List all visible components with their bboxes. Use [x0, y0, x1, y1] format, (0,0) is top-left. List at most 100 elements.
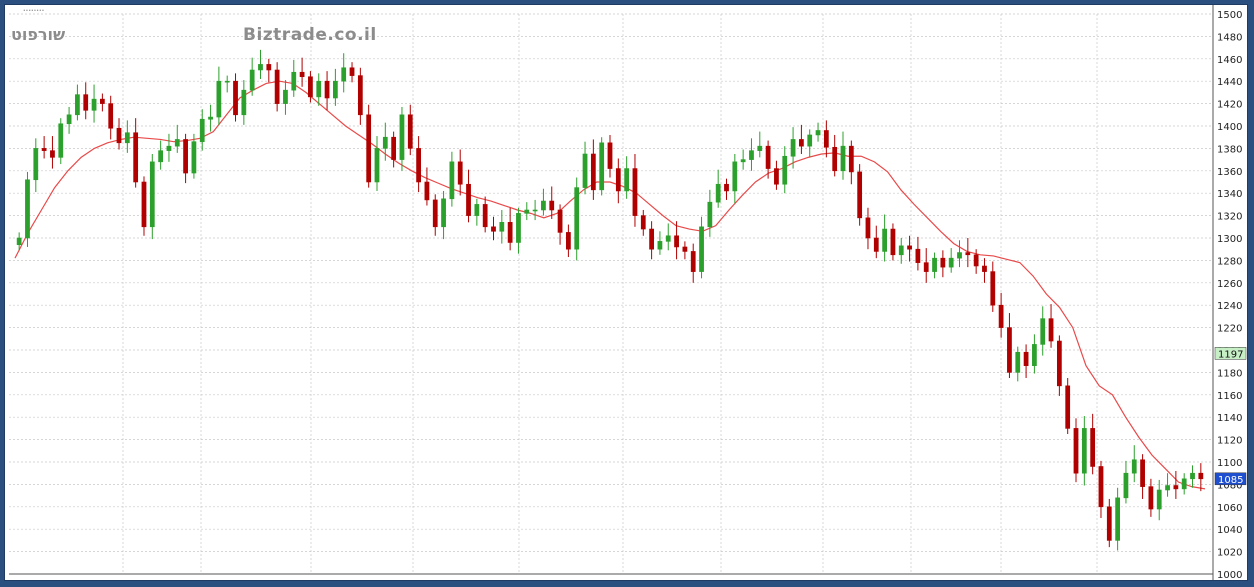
- y-tick-label: 1400: [1217, 122, 1242, 133]
- y-tick-label: 1260: [1217, 279, 1242, 290]
- candle-body: [998, 304, 1004, 328]
- candle-body: [91, 98, 97, 111]
- ticker-fragment: ........: [23, 5, 45, 13]
- candle-body: [932, 257, 937, 272]
- candle-body: [1198, 472, 1204, 480]
- candle-body: [982, 265, 987, 272]
- y-tick-label: 1500: [1217, 10, 1242, 21]
- candle-body: [707, 201, 713, 228]
- candle-body: [491, 226, 496, 232]
- candle-body: [1007, 327, 1012, 373]
- candle-body: [848, 145, 854, 173]
- candle-body: [341, 67, 347, 82]
- candle-body: [474, 204, 480, 216]
- candle-body: [632, 168, 638, 216]
- candle-body: [599, 142, 605, 191]
- y-axis: 1000 1020 1040 1060 1080 1100 1120 1140 1160 1180…: [9, 5, 1242, 580]
- candle-body: [973, 254, 979, 267]
- candle-body: [1040, 318, 1046, 345]
- candle-body: [224, 80, 230, 83]
- candle-body: [524, 209, 530, 214]
- candle-body: [191, 141, 197, 174]
- y-tick-label: 1360: [1217, 167, 1242, 178]
- candles-layer: [16, 49, 1204, 551]
- y-tick-label: 1100: [1217, 458, 1242, 469]
- candle-body: [1123, 472, 1129, 499]
- candle-body: [749, 150, 754, 160]
- y-tick-label: 1380: [1217, 144, 1242, 155]
- candle-body: [1073, 428, 1079, 474]
- price-chart[interactable]: 1000 1020 1040 1060 1080 1100 1120 1140 1160 1180…: [5, 5, 1247, 580]
- y-tick-label: 1140: [1217, 413, 1242, 424]
- candle-body: [1106, 506, 1112, 541]
- candle-body: [133, 132, 139, 183]
- candle-body: [382, 136, 388, 149]
- candle-body: [349, 67, 355, 76]
- candle-body: [374, 148, 380, 183]
- candle-body: [898, 245, 904, 256]
- candle-body: [249, 69, 255, 91]
- candle-body: [407, 114, 413, 149]
- price-markers: 1197 1085: [1214, 347, 1247, 486]
- price-marker-label: 1197: [1218, 349, 1243, 360]
- candle-body: [873, 237, 879, 252]
- candle-body: [990, 271, 996, 306]
- candle-body: [1048, 318, 1054, 342]
- candle-body: [1181, 478, 1187, 490]
- candle-body: [457, 161, 463, 185]
- candle-body: [274, 69, 280, 104]
- candle-body: [466, 183, 471, 216]
- candle-body: [1056, 340, 1062, 387]
- candle-body: [25, 179, 30, 239]
- candle-body: [1165, 485, 1170, 491]
- candle-body: [1148, 486, 1154, 510]
- candle-body: [715, 183, 721, 203]
- candle-body: [58, 123, 64, 158]
- candle-body: [233, 80, 238, 116]
- candle-body: [757, 145, 763, 151]
- moving-average-layer: [14, 80, 1206, 490]
- candle-body: [774, 168, 779, 185]
- candle-body: [208, 116, 213, 120]
- candle-body: [1140, 459, 1145, 487]
- candle-body: [258, 64, 263, 71]
- candle-body: [1023, 351, 1029, 366]
- candle-body: [1098, 466, 1104, 508]
- y-tick-label: 1220: [1217, 324, 1242, 335]
- candle-body: [590, 153, 596, 191]
- candle-body: [682, 246, 688, 252]
- candle-body: [640, 215, 646, 230]
- candle-body: [158, 150, 164, 163]
- candle-body: [149, 161, 155, 228]
- candle-body: [857, 171, 863, 219]
- y-tick-label: 1340: [1217, 189, 1242, 200]
- candle-body: [957, 252, 962, 259]
- candle-body: [316, 80, 322, 98]
- candle-body: [99, 98, 105, 104]
- y-tick-label: 1300: [1217, 234, 1242, 245]
- candle-body: [50, 150, 55, 158]
- candle-body: [815, 130, 821, 136]
- candle-body: [507, 222, 513, 243]
- candle-body: [432, 199, 438, 228]
- candle-body: [366, 114, 372, 183]
- candle-body: [832, 146, 838, 172]
- candle-body: [549, 200, 555, 211]
- candle-body: [516, 213, 521, 243]
- y-tick-label: 1460: [1217, 55, 1242, 66]
- candle-body: [108, 103, 114, 129]
- candle-body: [840, 145, 846, 172]
- candle-body: [75, 94, 80, 116]
- candle-body: [1032, 344, 1037, 366]
- candle-body: [674, 235, 679, 248]
- candle-body: [1090, 428, 1096, 467]
- price-marker-box: [1214, 472, 1247, 486]
- candle-body: [1115, 497, 1121, 541]
- candle-body: [308, 76, 313, 98]
- candle-body: [299, 71, 305, 78]
- candle-body: [33, 148, 39, 181]
- y-tick-label: 1040: [1217, 525, 1242, 536]
- site-logo: Biztrade.co.il: [243, 25, 377, 45]
- candle-body: [116, 127, 122, 144]
- candle-body: [266, 64, 272, 71]
